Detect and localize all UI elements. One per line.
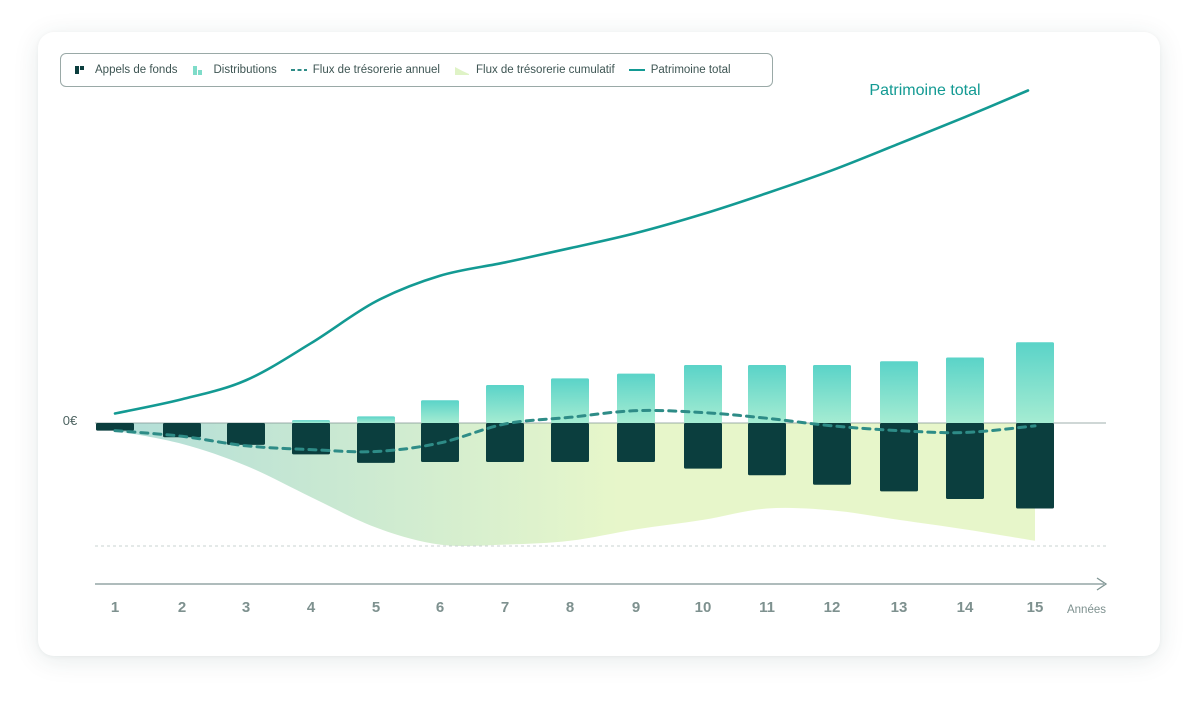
legend-item-annual[interactable]: Flux de trésorerie annuel	[290, 64, 440, 76]
distribution-bar	[357, 416, 395, 423]
cumulative-area-layer	[115, 423, 1035, 547]
distribution-bar	[551, 378, 589, 423]
distributions-bar-icon	[191, 64, 207, 76]
bars-layer	[96, 342, 1054, 509]
appel-bar	[96, 423, 134, 431]
solid-line-icon	[628, 64, 645, 76]
x-tick-label: 10	[695, 599, 712, 616]
appel-bar	[292, 423, 330, 455]
legend-label-appels: Appels de fonds	[95, 64, 178, 76]
x-tick-label: 11	[759, 599, 775, 616]
patrimoine-line	[113, 89, 1030, 415]
legend-item-appels[interactable]: Appels de fonds	[73, 64, 177, 76]
distribution-bar	[292, 420, 330, 423]
x-axis: 1 2 3 4 5 6 7 8 9 10 11 12 13 14 15	[95, 577, 1108, 616]
distribution-bar	[617, 373, 655, 423]
legend-label-annual: Flux de trésorerie annuel	[312, 64, 440, 76]
legend-item-distributions[interactable]: Distributions	[191, 64, 277, 76]
x-tick-label: 6	[436, 599, 444, 616]
x-tick-label: 3	[242, 599, 250, 616]
dashed-line-icon	[290, 64, 307, 76]
distribution-bar	[880, 361, 918, 423]
appel-bar	[551, 423, 589, 462]
distribution-bar	[684, 365, 722, 423]
appel-bar	[813, 423, 851, 485]
distribution-bar	[748, 365, 786, 423]
area-icon	[454, 64, 470, 76]
legend-label-distributions: Distributions	[213, 64, 277, 76]
x-tick-label: 2	[178, 599, 186, 616]
legend-item-cumulative[interactable]: Flux de trésorerie cumulatif	[454, 64, 615, 76]
lines-layer	[113, 89, 1037, 454]
x-tick-label: 9	[632, 599, 640, 616]
legend-label-patrimoine: Patrimoine total	[650, 64, 731, 76]
legend-label-cumulative: Flux de trésorerie cumulatif	[475, 64, 615, 76]
appel-bar	[946, 423, 984, 499]
x-axis-title: Années	[1067, 604, 1106, 616]
distribution-bar	[946, 357, 984, 423]
appel-bar	[684, 423, 722, 469]
distribution-bar	[421, 400, 459, 423]
x-tick-label: 4	[307, 599, 316, 616]
x-tick-label: 1	[111, 599, 119, 616]
x-tick-label: 14	[957, 599, 974, 616]
x-tick-label: 13	[891, 599, 908, 616]
chart-card	[38, 32, 1160, 656]
x-axis-arrow-icon	[1096, 577, 1108, 591]
legend-item-patrimoine[interactable]: Patrimoine total	[628, 64, 731, 76]
appels-bar-icon	[73, 64, 89, 76]
appel-bar	[227, 423, 265, 445]
annual-cashflow-line	[113, 408, 1037, 454]
appel-bar	[357, 423, 395, 463]
x-tick-label: 12	[824, 599, 841, 616]
appel-bar	[163, 423, 201, 438]
distribution-bar	[486, 385, 524, 423]
appel-bar	[880, 423, 918, 492]
x-tick-label: 8	[566, 599, 574, 616]
x-tick-label: 7	[501, 599, 509, 616]
x-tick-label: 5	[372, 599, 380, 616]
appel-bar	[748, 423, 786, 476]
appel-bar	[1016, 423, 1054, 509]
distribution-bar	[1016, 342, 1054, 423]
appel-bar	[486, 423, 524, 462]
legend: Appels de fonds Distributions Flux de tr…	[60, 53, 773, 87]
distribution-bar	[813, 365, 851, 423]
zero-label: 0€	[63, 413, 78, 428]
patrimoine-annotation: Patrimoine total	[869, 82, 980, 99]
x-tick-label: 15	[1027, 599, 1044, 616]
appel-bar	[617, 423, 655, 462]
cumulative-area	[115, 423, 1035, 547]
